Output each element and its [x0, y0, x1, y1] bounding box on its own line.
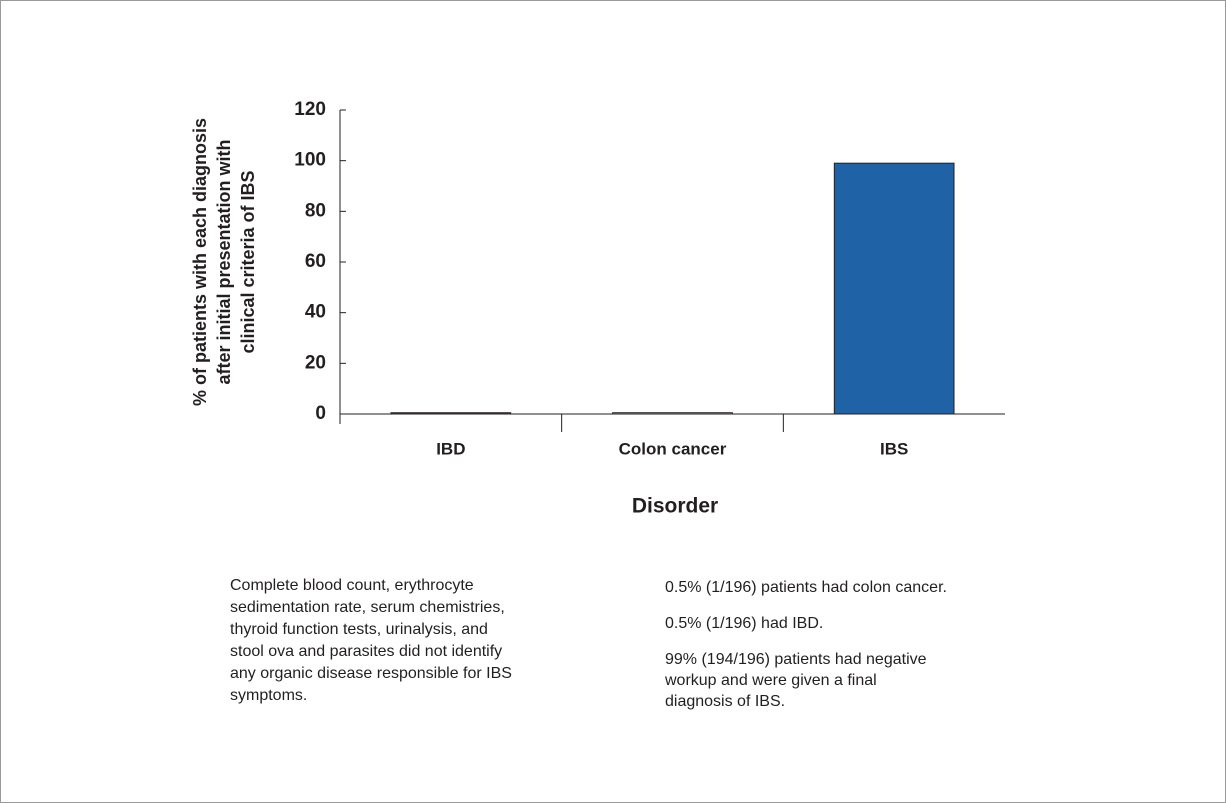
y-tick-label: 120 — [294, 99, 326, 120]
x-tick-label: IBD — [436, 439, 465, 458]
y-axis-label-line: clinical criteria of IBS — [238, 170, 258, 353]
y-tick-label: 80 — [305, 200, 326, 221]
note-line: 0.5% (1/196) patients had colon cancer. — [665, 579, 947, 596]
note-line: diagnosis of IBS. — [665, 693, 785, 710]
x-tick-label: Colon cancer — [619, 439, 727, 458]
y-tick-label: 0 — [315, 403, 326, 424]
note-line: any organic disease responsible for IBS — [230, 665, 512, 682]
y-axis-label: % of patients with each diagnosis after i… — [190, 118, 258, 406]
note-line: symptoms. — [230, 687, 307, 704]
y-axis-label-line: % of patients with each diagnosis — [190, 118, 210, 406]
note-line: sedimentation rate, serum chemistries, — [230, 599, 505, 616]
note-line: 99% (194/196) patients had negative — [665, 651, 927, 668]
y-tick-label: 100 — [294, 150, 326, 171]
note-line: stool ova and parasites did not identify — [230, 643, 502, 660]
y-tick-label: 20 — [305, 352, 326, 373]
x-tick-label: IBS — [880, 439, 908, 458]
x-axis-label: Disorder — [632, 495, 718, 518]
note-line: workup and were given a final — [664, 672, 877, 689]
y-tick-label: 60 — [305, 251, 326, 272]
note-line: thyroid function tests, urinalysis, and — [230, 621, 488, 638]
note-line: 0.5% (1/196) had IBD. — [665, 615, 823, 632]
y-axis-label-line: after initial presentation with — [214, 139, 234, 384]
bar — [612, 412, 733, 415]
y-tick-label: 40 — [305, 302, 326, 323]
bar — [833, 162, 955, 415]
note-line: Complete blood count, erythrocyte — [230, 577, 474, 594]
bar — [390, 412, 512, 415]
